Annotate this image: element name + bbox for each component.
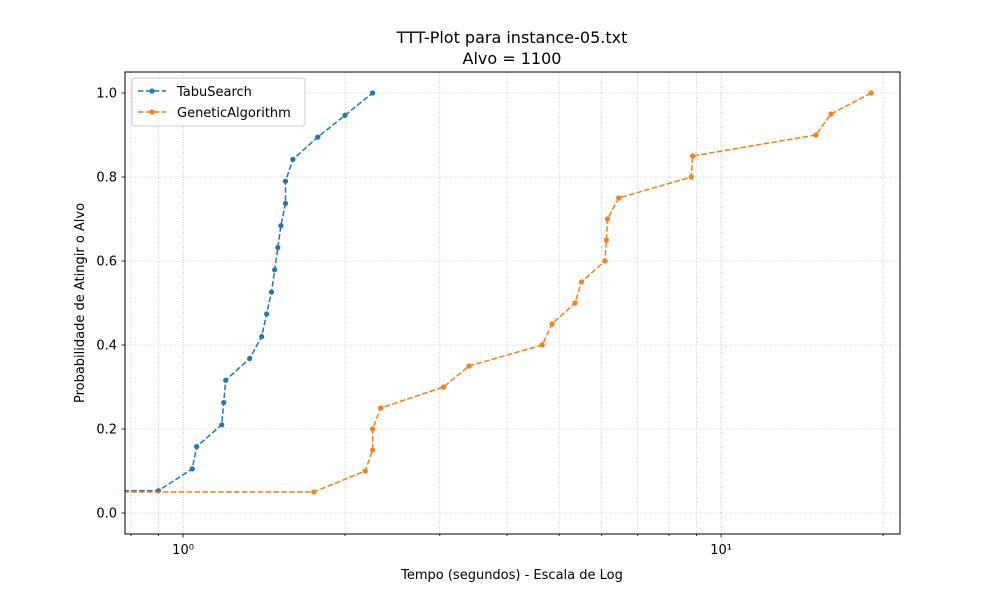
- data-point-tabusearch: [189, 466, 195, 472]
- data-point-geneticalgorithm: [369, 426, 376, 432]
- x-axis-label: Tempo (segundos) - Escala de Log: [400, 568, 623, 583]
- data-point-geneticalgorithm: [813, 132, 819, 138]
- grid-lines: [125, 72, 900, 534]
- chart-subtitle: Alvo = 1100: [463, 49, 562, 68]
- data-point-geneticalgorithm: [616, 195, 622, 201]
- legend-label-tabusearch: TabuSearch: [176, 85, 252, 100]
- data-point-geneticalgorithm: [828, 111, 834, 117]
- y-tick-label: 0.2: [96, 423, 117, 438]
- y-tick-label: 1.0: [96, 87, 117, 102]
- x-tick-label: 10¹: [710, 543, 732, 558]
- y-tick-label: 0.8: [96, 171, 117, 186]
- legend-marker-geneticalgorithm: [149, 109, 155, 115]
- series-layer: [97, 90, 874, 495]
- y-tick-label: 0.0: [96, 507, 117, 522]
- legend: TabuSearch GeneticAlgorithm: [131, 77, 306, 127]
- chart-title: TTT-Plot para instance-05.txt: [396, 28, 628, 47]
- data-point-tabusearch: [259, 334, 265, 340]
- data-point-tabusearch: [264, 311, 270, 317]
- data-point-tabusearch: [315, 134, 321, 140]
- data-point-tabusearch: [268, 289, 275, 295]
- data-point-tabusearch: [219, 422, 225, 428]
- data-point-geneticalgorithm: [689, 153, 696, 159]
- data-point-tabusearch: [275, 244, 281, 251]
- legend-label-geneticalgorithm: GeneticAlgorithm: [177, 106, 291, 121]
- data-point-geneticalgorithm: [602, 258, 608, 264]
- data-point-geneticalgorithm: [311, 489, 317, 495]
- data-point-geneticalgorithm: [549, 321, 555, 327]
- data-point-geneticalgorithm: [578, 279, 585, 285]
- data-point-tabusearch: [282, 178, 289, 184]
- data-point-tabusearch: [278, 223, 284, 229]
- plot-area-frame: [124, 71, 901, 535]
- data-point-geneticalgorithm: [572, 300, 578, 306]
- axis-ticks: 10⁰ 10¹ 0.0 0.2 0.4 0.6 0.8 1.0: [96, 87, 884, 558]
- data-point-geneticalgorithm: [466, 363, 472, 369]
- series-group: [97, 90, 874, 495]
- data-point-geneticalgorithm: [369, 447, 376, 453]
- data-point-tabusearch: [369, 90, 376, 96]
- data-point-tabusearch: [290, 156, 296, 162]
- series-line-geneticalgorithm: [125, 92, 872, 493]
- x-tick-label: 10⁰: [172, 543, 194, 558]
- data-point-geneticalgorithm: [362, 468, 368, 474]
- data-point-tabusearch: [247, 355, 253, 362]
- legend-marker-tabusearch: [149, 88, 155, 94]
- data-point-tabusearch: [221, 399, 227, 406]
- y-axis-label: Probabilidade de Atingir o Alvo: [73, 203, 88, 403]
- data-point-geneticalgorithm: [97, 489, 102, 494]
- data-point-tabusearch: [282, 200, 289, 207]
- data-point-tabusearch: [272, 267, 278, 273]
- data-point-tabusearch: [97, 488, 102, 493]
- data-point-geneticalgorithm: [604, 216, 611, 222]
- y-tick-label: 0.4: [96, 339, 117, 354]
- data-point-geneticalgorithm: [868, 90, 874, 96]
- data-point-geneticalgorithm: [603, 237, 609, 243]
- data-point-geneticalgorithm: [688, 174, 694, 180]
- data-point-tabusearch: [223, 377, 229, 383]
- data-point-tabusearch: [342, 112, 348, 118]
- data-point-tabusearch: [194, 444, 200, 450]
- series-line-tabusearch: [125, 92, 374, 492]
- legend-box: [131, 77, 306, 127]
- y-tick-label: 0.6: [96, 255, 117, 270]
- data-point-geneticalgorithm: [539, 342, 545, 348]
- data-point-geneticalgorithm: [441, 384, 447, 390]
- data-point-geneticalgorithm: [378, 405, 384, 411]
